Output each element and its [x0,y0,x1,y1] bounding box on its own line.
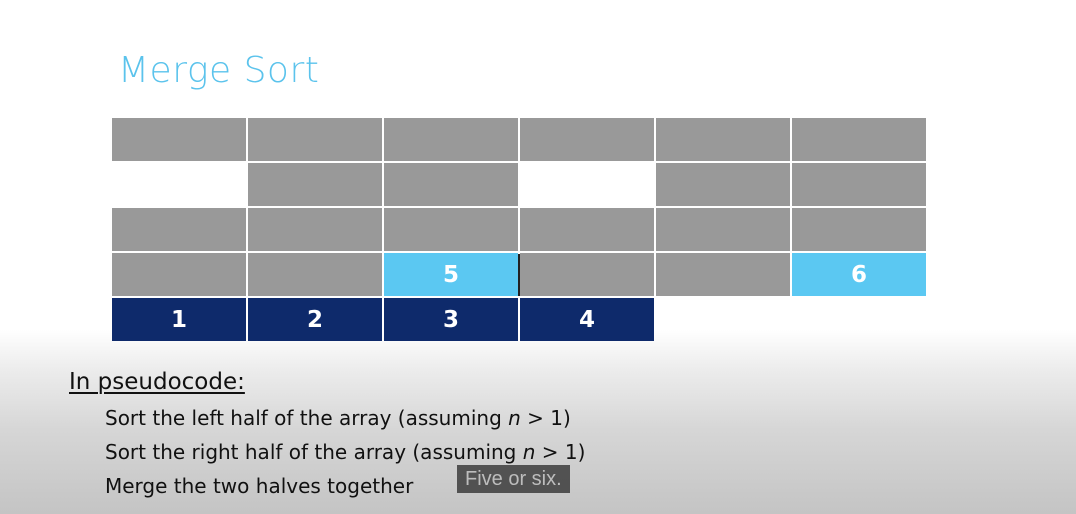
array-cell-r5-c4: 4 [520,298,654,341]
array-cell-r2-c3 [384,163,518,206]
split-divider-line [518,254,520,296]
array-cell-r4-c1 [112,253,246,296]
slide-title: Merge Sort [118,50,320,91]
array-cell-r2-c2 [248,163,382,206]
pseudocode-line-2-tail: > 1) [535,440,586,464]
array-cell-r4-c6: 6 [792,253,926,296]
array-cell-r3-c5 [656,208,790,251]
pseudocode-heading: In pseudocode: [69,369,245,395]
array-cell-r3-c6 [792,208,926,251]
pseudocode-line-1-var: n [508,406,521,430]
pseudocode-line-2-var: n [522,440,536,464]
array-cell-r5-c2: 2 [248,298,382,341]
array-cell-r1-c5 [656,118,790,161]
array-cell-r5-c3: 3 [384,298,518,341]
array-cell-r4-c3: 5 [384,253,518,296]
array-cell-r1-c3 [384,118,518,161]
pseudocode-line-2-text: Sort the right half of the array (assumi… [105,440,523,464]
subtitle-caption: Five or six. [457,465,570,493]
pseudocode-line-1: Sort the left half of the array (assumin… [105,406,571,430]
array-cell-r5-c1: 1 [112,298,246,341]
pseudocode-line-3-text: Merge the two halves together [105,474,414,498]
array-cell-r4-c5 [656,253,790,296]
array-cell-r3-c3 [384,208,518,251]
array-cell-r2-c5 [656,163,790,206]
pseudocode-line-3: Merge the two halves together [105,474,413,498]
pseudocode-line-1-tail: > 1) [520,406,571,430]
pseudocode-line-2: Sort the right half of the array (assumi… [105,440,585,464]
array-cell-r1-c4 [520,118,654,161]
array-cell-r1-c2 [248,118,382,161]
array-cell-r4-c2 [248,253,382,296]
array-cell-r1-c1 [112,118,246,161]
pseudocode-line-1-text: Sort the left half of the array (assumin… [105,406,509,430]
array-cell-r3-c2 [248,208,382,251]
array-cell-r2-c6 [792,163,926,206]
array-cell-r1-c6 [792,118,926,161]
array-cell-r4-c4 [520,253,654,296]
array-cell-r3-c1 [112,208,246,251]
array-cell-r3-c4 [520,208,654,251]
